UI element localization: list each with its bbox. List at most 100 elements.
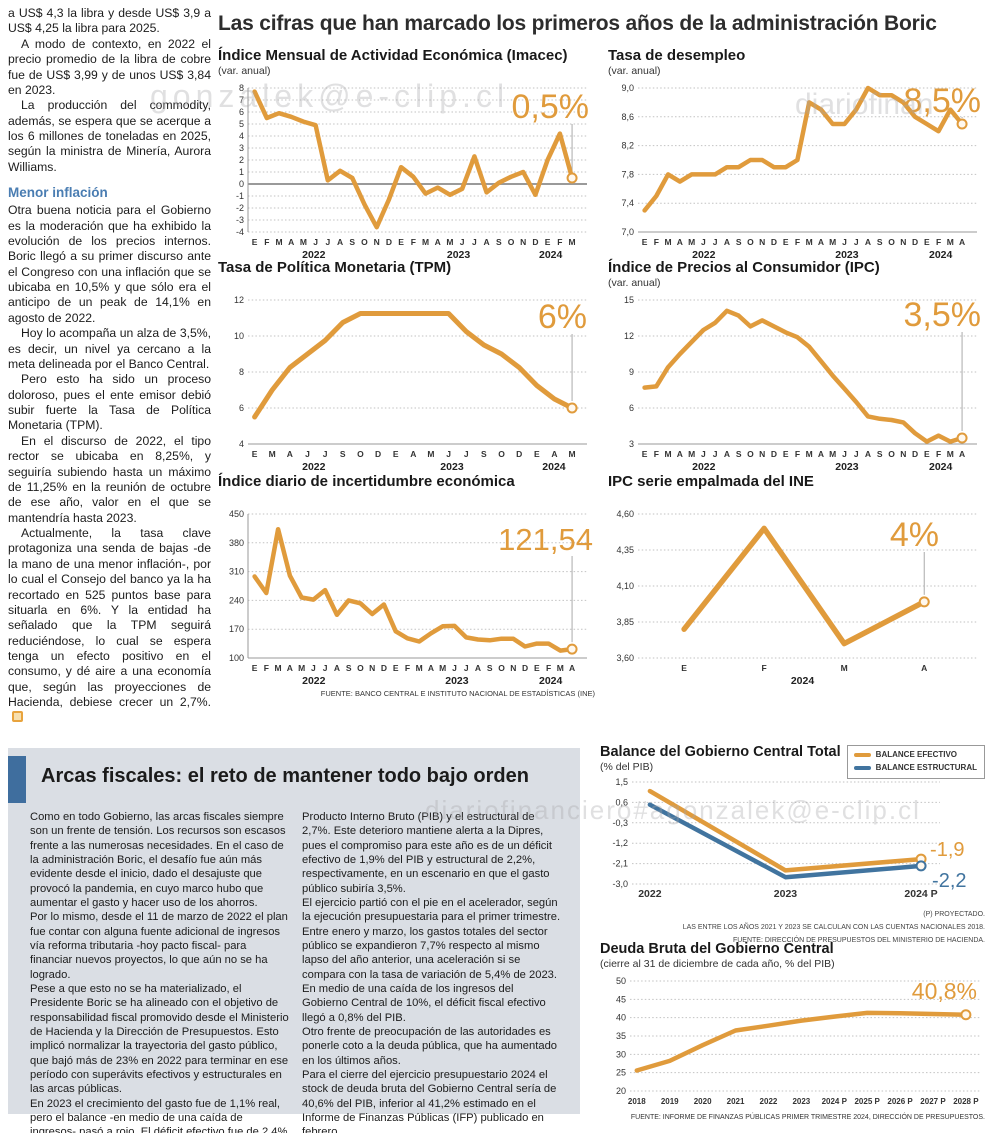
svg-text:M: M: [300, 237, 307, 247]
svg-text:O: O: [888, 237, 895, 247]
chart-tpm: Tasa de Política Monetaria (TPM) 12 10 8 6 4…: [218, 259, 595, 472]
svg-text:D: D: [771, 449, 777, 459]
svg-text:3: 3: [239, 143, 244, 153]
svg-text:M: M: [427, 449, 434, 459]
svg-text:M: M: [439, 663, 446, 673]
svg-text:E: E: [534, 449, 540, 459]
svg-text:M: M: [275, 237, 282, 247]
svg-text:-2,1: -2,1: [612, 859, 628, 869]
svg-text:2023: 2023: [835, 461, 859, 472]
svg-text:A: A: [677, 237, 683, 247]
fiscal-paragraph: Como en todo Gobierno, las arcas fiscale…: [30, 811, 286, 909]
chart-subtitle: [608, 491, 985, 504]
svg-text:S: S: [487, 663, 493, 673]
svg-text:25: 25: [616, 1068, 626, 1078]
legend-swatch-estructural: [853, 766, 871, 771]
svg-text:6: 6: [629, 403, 634, 413]
svg-text:M: M: [665, 449, 672, 459]
svg-text:2025 P: 2025 P: [854, 1097, 880, 1106]
chart-incertidumbre: Índice diario de incertidumbre económica…: [218, 473, 595, 698]
svg-text:M: M: [806, 237, 813, 247]
svg-text:2020: 2020: [694, 1097, 712, 1106]
svg-text:-1: -1: [236, 191, 244, 201]
svg-text:E: E: [924, 449, 930, 459]
svg-text:F: F: [405, 663, 410, 673]
svg-text:M: M: [569, 449, 576, 459]
svg-text:3,5%: 3,5%: [904, 296, 982, 334]
svg-text:J: J: [713, 449, 718, 459]
svg-text:4,60: 4,60: [616, 509, 634, 519]
svg-text:F: F: [264, 237, 269, 247]
svg-text:A: A: [865, 449, 871, 459]
svg-text:N: N: [900, 237, 906, 247]
svg-text:E: E: [681, 663, 687, 673]
svg-text:2023: 2023: [835, 249, 859, 260]
svg-text:M: M: [416, 663, 423, 673]
svg-text:2022: 2022: [692, 249, 716, 260]
svg-text:S: S: [736, 449, 742, 459]
page-title: Las cifras que han marcado los primeros …: [218, 12, 937, 35]
svg-text:S: S: [346, 663, 352, 673]
svg-text:J: J: [325, 237, 330, 247]
svg-text:4%: 4%: [890, 516, 939, 554]
svg-text:2024: 2024: [539, 249, 563, 260]
chart-title: Índice diario de incertidumbre económica: [218, 473, 515, 490]
svg-text:J: J: [460, 237, 465, 247]
article-paragraph: En el discurso de 2022, el tipo rector s…: [8, 433, 211, 525]
svg-text:2023: 2023: [447, 249, 471, 260]
svg-text:S: S: [481, 449, 487, 459]
svg-text:A: A: [921, 663, 927, 673]
chart-title: Índice de Precios al Consumidor (IPC): [608, 259, 880, 276]
svg-text:M: M: [841, 663, 848, 673]
svg-text:6: 6: [239, 107, 244, 117]
legend-item: BALANCE ESTRUCTURAL: [853, 762, 977, 775]
svg-text:121,54: 121,54: [498, 522, 593, 557]
svg-text:A: A: [724, 237, 730, 247]
svg-text:A: A: [334, 663, 340, 673]
chart-ipc-empalmada: IPC serie empalmada del INE 4,60 4,35 4,10…: [608, 473, 985, 686]
svg-text:4: 4: [239, 131, 244, 141]
fiscal-paragraph: Para el cierre del ejercicio presupuesta…: [302, 1068, 557, 1133]
chart-title: Deuda Bruta del Gobierno Central: [600, 941, 834, 957]
fiscal-column-1: Como en todo Gobierno, las arcas fiscale…: [30, 810, 289, 1133]
svg-text:J: J: [452, 663, 457, 673]
svg-text:2019: 2019: [661, 1097, 679, 1106]
chart-footnote: LAS ENTRE LOS AÑOS 2021 Y 2023 SE CALCUL…: [682, 923, 985, 931]
svg-text:E: E: [783, 237, 789, 247]
svg-text:D: D: [771, 237, 777, 247]
svg-text:A: A: [865, 237, 871, 247]
svg-text:F: F: [264, 663, 269, 673]
svg-text:E: E: [642, 237, 648, 247]
svg-text:4,35: 4,35: [616, 545, 634, 555]
svg-text:2023: 2023: [792, 1097, 810, 1106]
ipc-empalmada-plot: 4,60 4,35 4,10 3,85 3,60 E F M A 2024 4%: [616, 509, 977, 686]
svg-text:O: O: [357, 449, 364, 459]
svg-text:-0,3: -0,3: [612, 818, 628, 828]
svg-text:O: O: [498, 449, 505, 459]
svg-text:-2,2: -2,2: [932, 870, 966, 892]
svg-text:7,4: 7,4: [621, 198, 634, 208]
svg-text:0,6: 0,6: [615, 797, 628, 807]
chart-title: Balance del Gobierno Central Total: [600, 744, 841, 760]
svg-text:F: F: [546, 663, 551, 673]
svg-text:2024 P: 2024 P: [904, 888, 937, 900]
article-paragraph: La producción del commodity, además, se …: [8, 98, 211, 174]
svg-text:E: E: [783, 449, 789, 459]
svg-text:A: A: [287, 449, 293, 459]
svg-text:N: N: [520, 237, 526, 247]
svg-text:A: A: [569, 663, 575, 673]
svg-text:2022: 2022: [692, 461, 716, 472]
svg-text:2024: 2024: [542, 461, 566, 472]
fiscal-paragraph: Por lo mismo, desde el 11 de marzo de 20…: [30, 911, 288, 981]
svg-text:8: 8: [239, 83, 244, 93]
legend-swatch-efectivo: [853, 753, 871, 758]
chart-title: Índice Mensual de Actividad Económica (I…: [218, 47, 568, 64]
svg-text:2023: 2023: [774, 888, 798, 900]
svg-text:30: 30: [616, 1049, 626, 1059]
svg-text:M: M: [446, 237, 453, 247]
fiscal-paragraph: En medio de una caída de los ingresos de…: [302, 982, 546, 1024]
source-note: FUENTE: BANCO CENTRAL E INSTITUTO NACION…: [320, 688, 595, 698]
svg-text:4: 4: [239, 439, 244, 449]
svg-text:2027 P: 2027 P: [920, 1097, 946, 1106]
svg-text:N: N: [369, 663, 375, 673]
